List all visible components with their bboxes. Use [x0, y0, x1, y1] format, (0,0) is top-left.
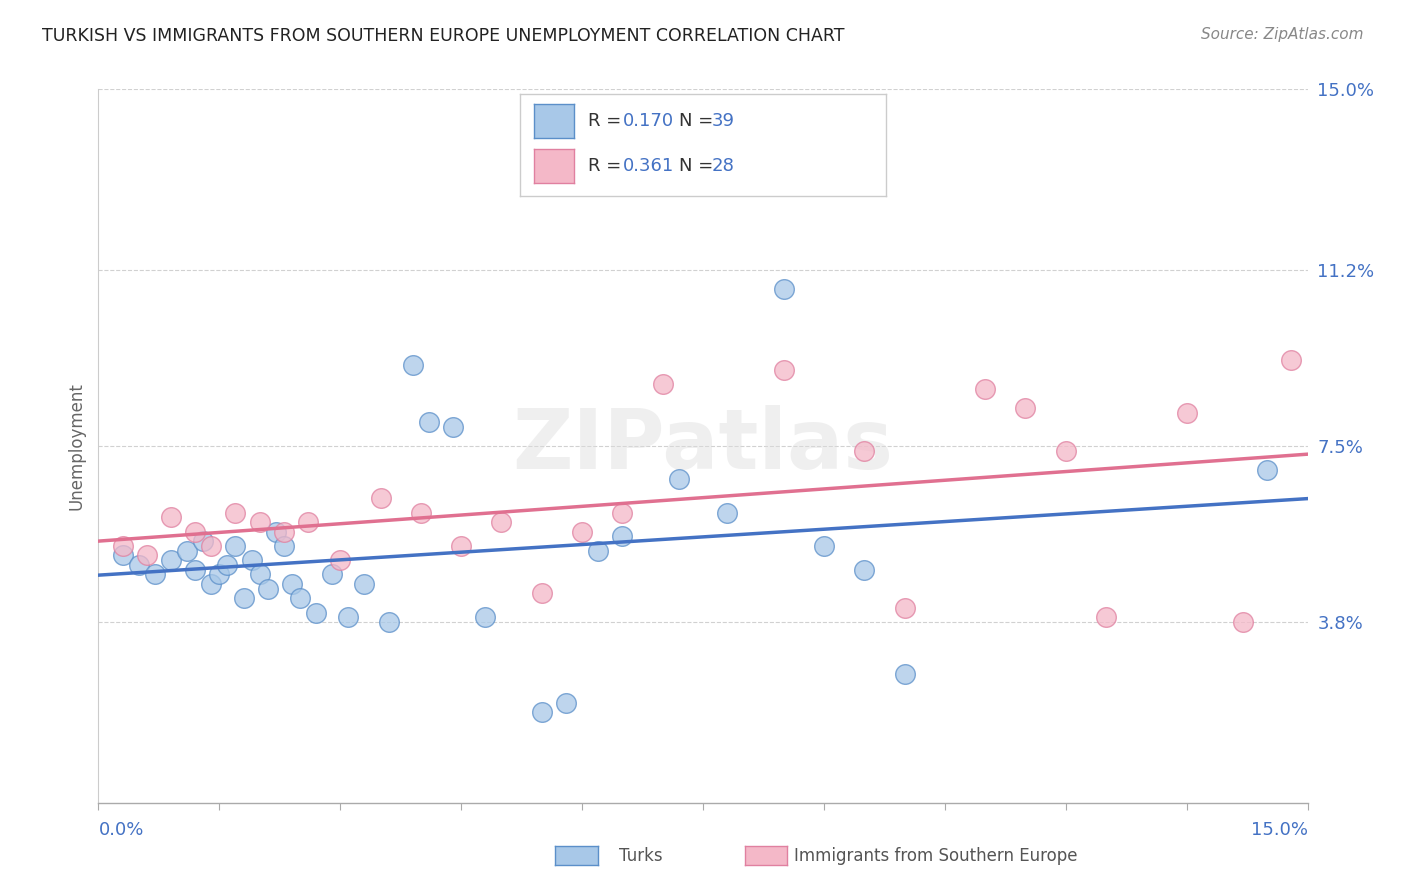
Point — [176, 543, 198, 558]
Point — [249, 567, 271, 582]
Point — [668, 472, 690, 486]
Point — [530, 706, 553, 720]
Text: 15.0%: 15.0% — [1250, 821, 1308, 838]
Point — [370, 491, 392, 506]
Point — [893, 667, 915, 681]
Point — [249, 515, 271, 529]
Point — [651, 377, 673, 392]
Point — [273, 539, 295, 553]
Point — [1054, 443, 1077, 458]
Text: ZIPatlas: ZIPatlas — [513, 406, 893, 486]
Point — [200, 577, 222, 591]
Point — [256, 582, 278, 596]
Point — [402, 358, 425, 372]
Point — [264, 524, 287, 539]
Point — [305, 606, 328, 620]
Point — [111, 539, 134, 553]
Point — [586, 543, 609, 558]
Text: Source: ZipAtlas.com: Source: ZipAtlas.com — [1201, 27, 1364, 42]
Point — [184, 524, 207, 539]
Point — [772, 282, 794, 296]
Point — [853, 443, 876, 458]
Point — [273, 524, 295, 539]
Point — [491, 515, 513, 529]
Point — [716, 506, 738, 520]
Text: 28: 28 — [711, 157, 734, 175]
Point — [193, 534, 215, 549]
Point — [612, 506, 634, 520]
Point — [297, 515, 319, 529]
Point — [232, 591, 254, 606]
Text: N =: N = — [679, 157, 718, 175]
Text: TURKISH VS IMMIGRANTS FROM SOUTHERN EUROPE UNEMPLOYMENT CORRELATION CHART: TURKISH VS IMMIGRANTS FROM SOUTHERN EURO… — [42, 27, 845, 45]
Point — [571, 524, 593, 539]
Text: Immigrants from Southern Europe: Immigrants from Southern Europe — [794, 847, 1078, 865]
Point — [143, 567, 166, 582]
Point — [135, 549, 157, 563]
Point — [1281, 353, 1303, 368]
Point — [224, 539, 246, 553]
Y-axis label: Unemployment: Unemployment — [67, 382, 86, 510]
Point — [1232, 615, 1254, 629]
Point — [281, 577, 304, 591]
Point — [160, 510, 183, 524]
Text: R =: R = — [588, 157, 627, 175]
Point — [353, 577, 375, 591]
Point — [1175, 406, 1198, 420]
Text: 0.170: 0.170 — [623, 112, 673, 130]
Point — [184, 563, 207, 577]
Text: 0.0%: 0.0% — [98, 821, 143, 838]
Point — [329, 553, 352, 567]
Point — [555, 696, 578, 710]
Text: 39: 39 — [711, 112, 734, 130]
Text: Turks: Turks — [619, 847, 662, 865]
Point — [111, 549, 134, 563]
Point — [813, 539, 835, 553]
Point — [1256, 463, 1278, 477]
Point — [377, 615, 399, 629]
Point — [128, 558, 150, 572]
Point — [772, 363, 794, 377]
Point — [409, 506, 432, 520]
Point — [337, 610, 360, 624]
Point — [240, 553, 263, 567]
Point — [224, 506, 246, 520]
Point — [288, 591, 311, 606]
Point — [208, 567, 231, 582]
Point — [1095, 610, 1118, 624]
Point — [321, 567, 343, 582]
Point — [893, 600, 915, 615]
Text: 0.361: 0.361 — [623, 157, 673, 175]
Point — [530, 586, 553, 600]
Point — [1014, 401, 1036, 415]
Text: R =: R = — [588, 112, 627, 130]
Point — [853, 563, 876, 577]
Point — [441, 420, 464, 434]
Point — [160, 553, 183, 567]
Text: N =: N = — [679, 112, 718, 130]
Point — [217, 558, 239, 572]
Point — [450, 539, 472, 553]
Point — [200, 539, 222, 553]
Point — [474, 610, 496, 624]
Point — [612, 529, 634, 543]
Point — [418, 415, 440, 429]
Point — [974, 382, 997, 396]
